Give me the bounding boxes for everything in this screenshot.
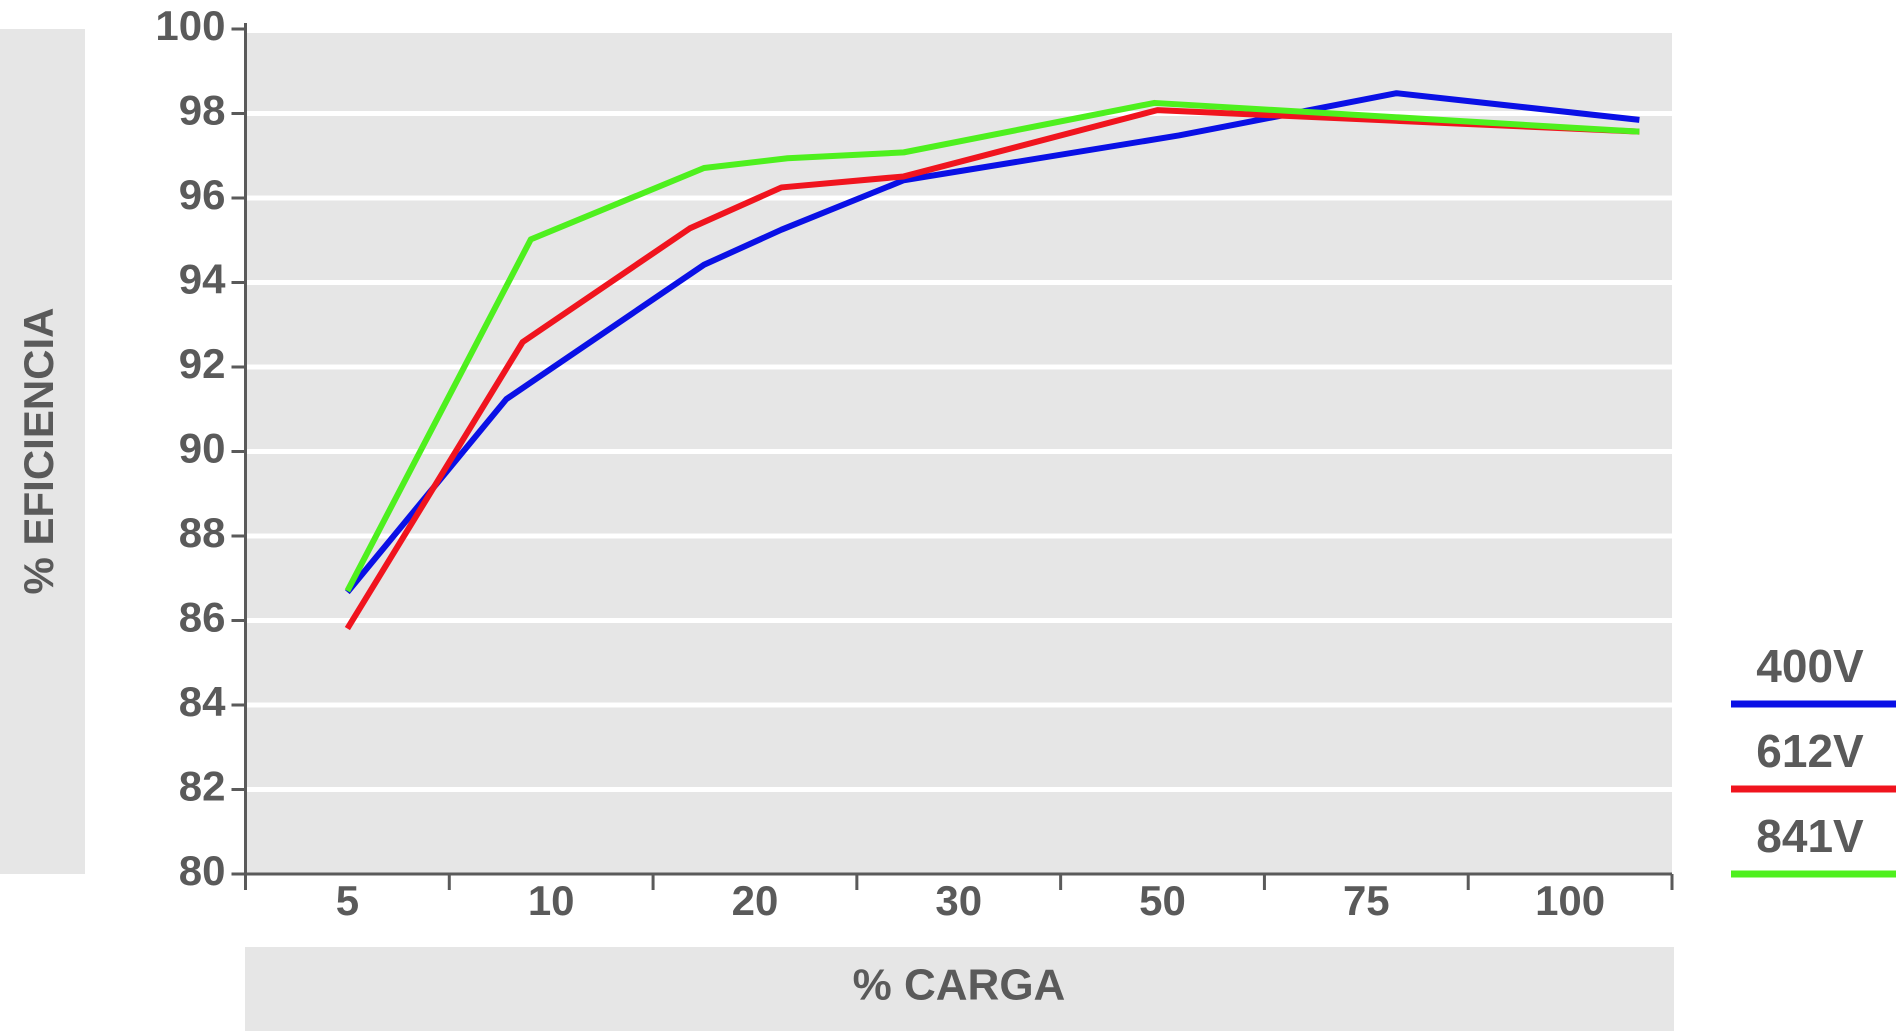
series-line — [344, 99, 1640, 593]
x-tick-label: 10 — [528, 877, 575, 924]
x-tick-label: 50 — [1139, 877, 1186, 924]
x-label-box — [245, 947, 1674, 1031]
legend-label: 841V — [1756, 810, 1864, 862]
y-tick-label: 90 — [179, 425, 226, 472]
y-tick-label: 98 — [179, 87, 226, 134]
y-tick-label: 84 — [179, 678, 226, 725]
x-tick-label: 5 — [336, 877, 359, 924]
y-tick-label: 94 — [179, 256, 226, 303]
legend-label: 612V — [1756, 725, 1864, 777]
legend-label: 400V — [1756, 640, 1864, 692]
x-tick-label: 30 — [935, 877, 982, 924]
x-tick-label: 20 — [732, 877, 779, 924]
x-axis-label: % CARGA — [853, 961, 1066, 1010]
y-tick-label: 82 — [179, 763, 226, 810]
x-tick-label: 75 — [1343, 877, 1390, 924]
series-line — [344, 107, 1640, 631]
y-label-box — [0, 29, 85, 874]
y-axis-label: % EFICIENCIA — [15, 307, 62, 594]
y-tick-label: 96 — [179, 171, 226, 218]
y-tick-label: 100 — [155, 2, 225, 49]
y-tick-label: 92 — [179, 340, 226, 387]
x-tick-label: 100 — [1535, 877, 1605, 924]
series-line — [345, 90, 1640, 595]
y-tick-label: 86 — [179, 594, 226, 641]
y-tick-label: 88 — [179, 509, 226, 556]
y-tick-label: 80 — [179, 847, 226, 894]
